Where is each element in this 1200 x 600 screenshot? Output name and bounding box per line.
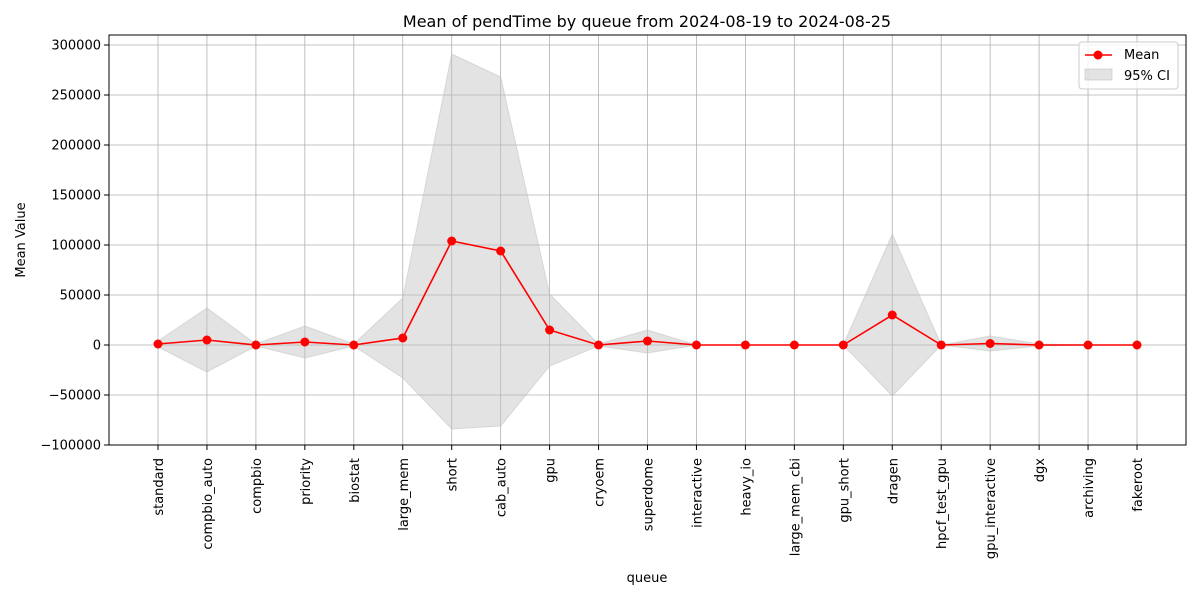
y-tick-label: −100000 [40, 439, 101, 454]
grid [109, 35, 1186, 446]
x-axis: standard compbio_auto compbio priority biost… [152, 445, 1146, 559]
legend-frame [1078, 41, 1179, 90]
legend-ci-swatch [1084, 68, 1113, 81]
mean-point [496, 246, 506, 256]
mean-point [1034, 340, 1044, 350]
mean-point [1083, 340, 1093, 350]
x-tick-label: priority [299, 458, 314, 505]
x-tick-label: heavy_io [739, 458, 754, 516]
x-tick-label: gpu_short [837, 458, 852, 523]
mean-point [447, 236, 457, 246]
x-tick-label: dgx [1033, 458, 1048, 483]
x-tick-label: gpu [544, 458, 559, 483]
x-tick-label: fakeroot [1131, 458, 1146, 512]
mean-point [300, 337, 310, 347]
mean-point [251, 340, 261, 350]
x-axis-label: queue [627, 571, 668, 586]
x-tick-label: large_mem [397, 458, 412, 531]
x-tick-label: large_mem_cbi [788, 458, 803, 556]
mean-point [887, 310, 897, 320]
mean-point [838, 340, 848, 350]
x-tick-label: gpu_interactive [984, 458, 999, 559]
x-tick-label: standard [152, 458, 167, 516]
x-tick-label: short [446, 458, 461, 491]
x-tick-label: cryoem [593, 458, 608, 507]
x-tick-label: compbio_auto [201, 458, 216, 550]
mean-point [545, 325, 555, 335]
chart-title: Mean of pendTime by queue from 2024-08-1… [403, 12, 891, 31]
mean-point [202, 335, 212, 345]
legend: Mean 95% CI [1078, 41, 1179, 90]
y-tick-label: 50000 [60, 289, 101, 304]
mean-line-layer [153, 236, 1142, 350]
y-axis-label: Mean Value [14, 202, 29, 277]
mean-point [643, 336, 652, 346]
y-tick-label: 200000 [51, 139, 101, 154]
x-tick-label: hpcf_test_gpu [935, 458, 950, 549]
mean-point [1132, 340, 1142, 350]
x-tick-label: biostat [348, 458, 363, 503]
mean-point [594, 340, 604, 350]
legend-mean-marker [1093, 50, 1103, 60]
mean-point [691, 340, 701, 350]
mean-point [349, 340, 359, 350]
x-tick-label: cab_auto [495, 458, 510, 517]
y-tick-label: 100000 [51, 239, 101, 254]
x-tick-label: compbio [250, 458, 265, 514]
y-tick-label: 150000 [51, 189, 101, 204]
mean-point [936, 340, 946, 350]
y-tick-label: −50000 [49, 389, 101, 404]
mean-point [985, 339, 995, 348]
legend-ci-label: 95% CI [1124, 69, 1170, 84]
x-tick-label: interactive [690, 458, 705, 528]
mean-point [789, 340, 799, 350]
x-tick-label: dragen [886, 458, 901, 504]
y-tick-label: 0 [93, 339, 101, 354]
mean-point [740, 340, 750, 350]
legend-mean-label: Mean [1124, 48, 1159, 63]
y-tick-label: 300000 [51, 39, 101, 54]
mean-point [398, 333, 408, 343]
y-tick-label: 250000 [51, 89, 101, 104]
y-axis: −100000 −50000 0 50000 100000 150000 200000 250… [40, 39, 109, 454]
x-tick-label: archiving [1082, 458, 1097, 518]
mean-point [153, 339, 163, 349]
x-tick-label: superdome [642, 458, 657, 531]
